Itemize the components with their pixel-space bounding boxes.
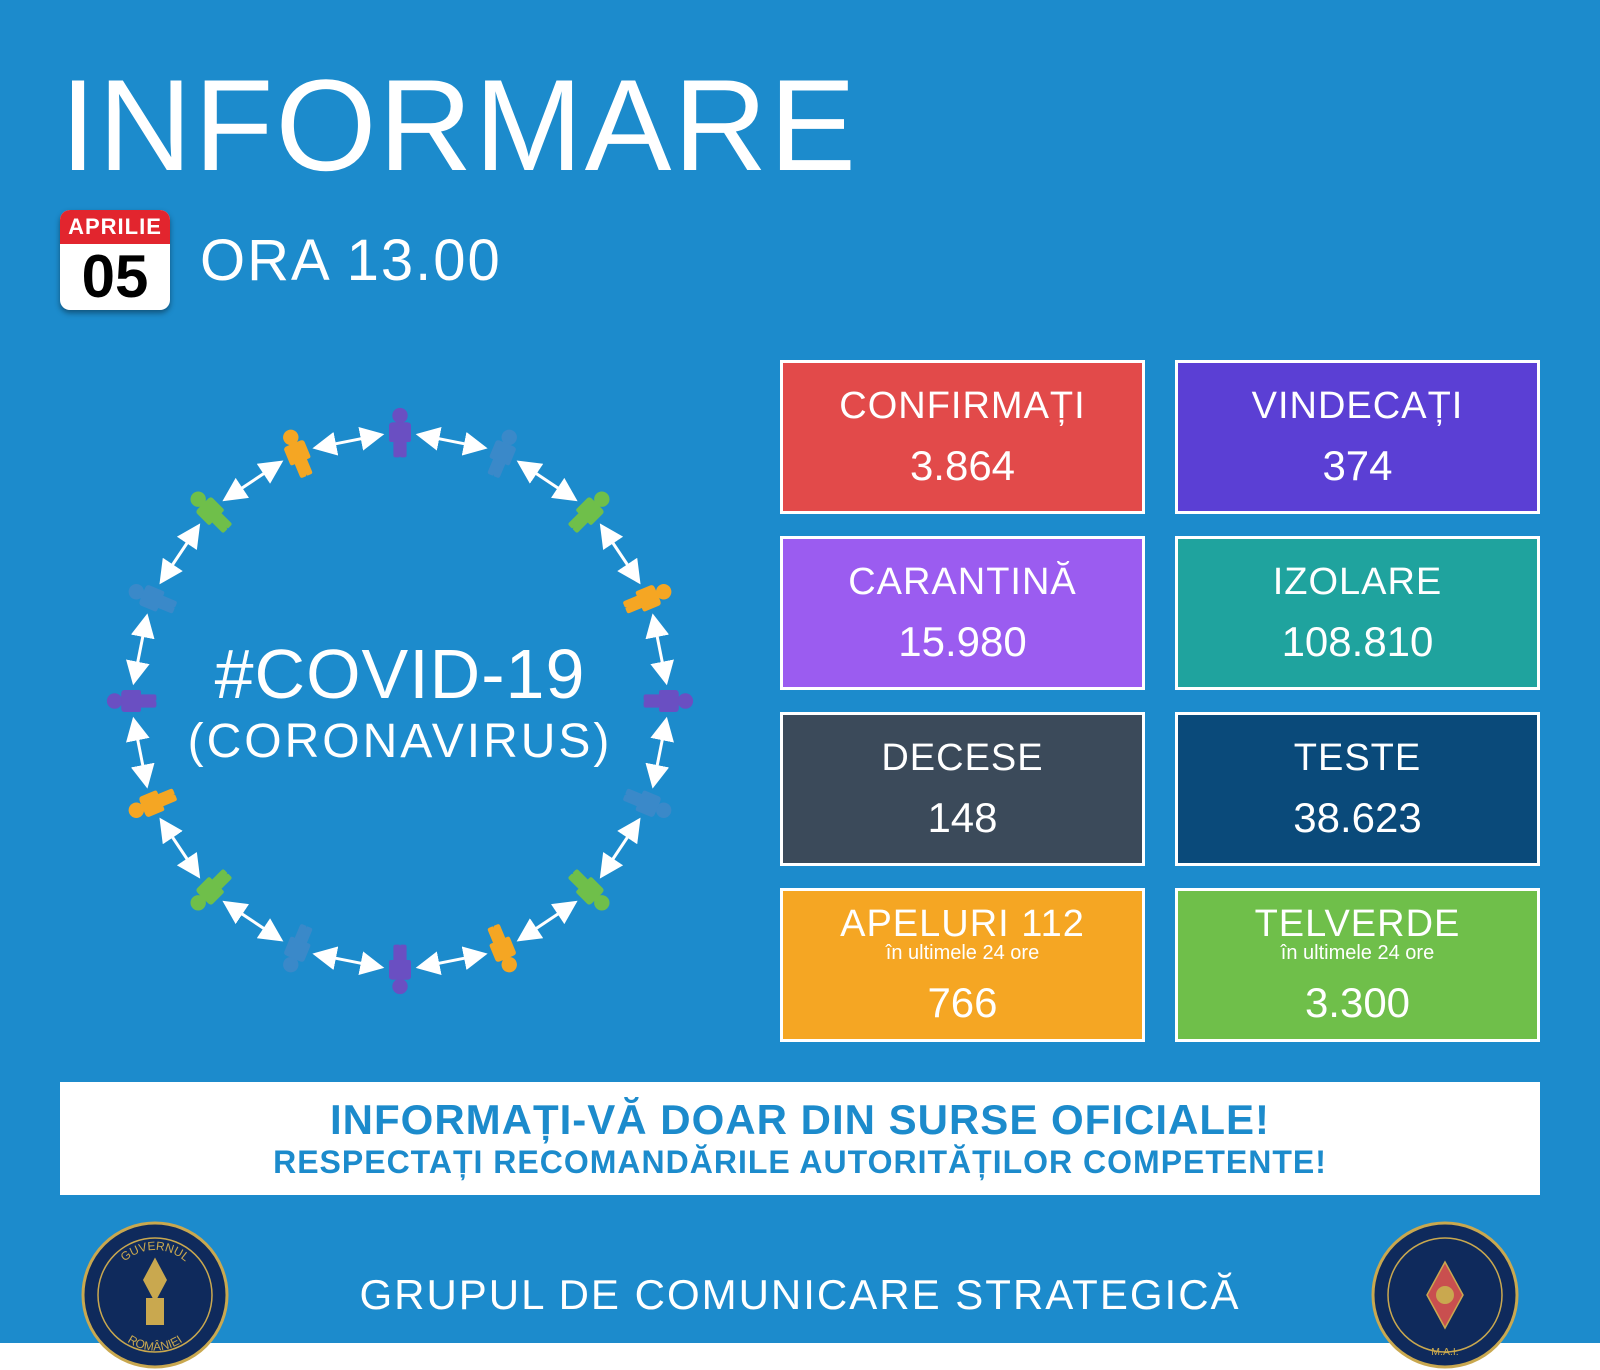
stat-label: CONFIRMAȚI: [839, 385, 1085, 428]
person-icon: [278, 922, 317, 976]
main-title: INFORMARE: [60, 50, 1540, 200]
person-icon: [389, 408, 411, 458]
stats-grid: CONFIRMAȚI 3.864 VINDECAȚI 374 CARANTINĂ 15.9…: [780, 360, 1540, 1042]
hashtag: #COVID-19: [188, 634, 613, 714]
calendar-day: 05: [60, 244, 170, 310]
footer-text: GRUPUL DE COMUNICARE STRATEGICĂ: [359, 1271, 1240, 1319]
person-icon: [483, 922, 522, 976]
stat-value: 3.300: [1305, 979, 1410, 1027]
stat-label: VINDECAȚI: [1252, 385, 1464, 428]
stat-label: APELURI 112: [840, 903, 1085, 946]
person-icon: [125, 579, 179, 618]
stat-label: IZOLARE: [1273, 561, 1443, 604]
stat-label: CARANTINĂ: [848, 561, 1077, 604]
stat-card: TESTE 38.623: [1175, 712, 1540, 866]
main-content: #COVID-19 (CORONAVIRUS) CONFIRMAȚI 3.864 V…: [60, 360, 1540, 1042]
stat-sublabel: în ultimele 24 ore: [886, 942, 1039, 965]
stat-card: APELURI 112în ultimele 24 ore 766: [780, 888, 1145, 1042]
calendar-icon: APRILIE 05: [60, 210, 170, 310]
stat-card: TELVERDEîn ultimele 24 ore 3.300: [1175, 888, 1540, 1042]
person-icon: [185, 865, 236, 916]
banner-line1: INFORMAȚI-VĂ DOAR DIN SURSE OFICIALE!: [80, 1096, 1520, 1144]
stat-value: 3.864: [910, 442, 1015, 490]
stat-value: 38.623: [1293, 794, 1421, 842]
page: INFORMARE APRILIE 05 ORA 13.00 #COVID-19…: [0, 0, 1600, 1343]
stat-card: IZOLARE 108.810: [1175, 536, 1540, 690]
svg-text:M.A.I.: M.A.I.: [1431, 1346, 1458, 1358]
stat-card: VINDECAȚI 374: [1175, 360, 1540, 514]
person-icon: [621, 784, 675, 823]
stat-value: 374: [1322, 442, 1392, 490]
person-icon: [483, 426, 522, 480]
person-icon: [125, 784, 179, 823]
person-icon: [621, 579, 675, 618]
gov-seal-left: GUVERNUL ROMÂNIEI: [80, 1220, 230, 1370]
stat-value: 15.980: [898, 618, 1026, 666]
circle-diagram: #COVID-19 (CORONAVIRUS): [60, 360, 740, 1042]
stat-card: DECESE 148: [780, 712, 1145, 866]
stat-card: CARANTINĂ 15.980: [780, 536, 1145, 690]
stat-label: TELVERDE: [1255, 903, 1461, 946]
gov-seal-right: M.A.I.: [1370, 1220, 1520, 1370]
info-banner: INFORMAȚI-VĂ DOAR DIN SURSE OFICIALE! RE…: [60, 1082, 1540, 1195]
date-row: APRILIE 05 ORA 13.00: [60, 210, 1540, 310]
footer: GUVERNUL ROMÂNIEI GRUPUL DE COMUNICARE S…: [60, 1220, 1540, 1370]
circle-text: #COVID-19 (CORONAVIRUS): [188, 634, 613, 769]
person-icon: [564, 865, 615, 916]
stat-value: 766: [927, 979, 997, 1027]
stat-value: 148: [927, 794, 997, 842]
person-icon: [644, 690, 694, 712]
stat-sublabel: în ultimele 24 ore: [1281, 942, 1434, 965]
person-icon: [107, 690, 156, 712]
stat-label: TESTE: [1294, 737, 1421, 780]
stat-card: CONFIRMAȚI 3.864: [780, 360, 1145, 514]
time-label: ORA 13.00: [200, 227, 502, 294]
person-icon: [564, 486, 615, 537]
person-icon: [185, 486, 236, 537]
stat-value: 108.810: [1282, 618, 1434, 666]
stat-label: DECESE: [881, 737, 1043, 780]
person-icon: [389, 945, 411, 995]
calendar-month: APRILIE: [60, 210, 170, 244]
person-icon: [278, 426, 317, 480]
banner-line2: RESPECTAȚI RECOMANDĂRILE AUTORITĂȚILOR C…: [80, 1144, 1520, 1181]
subtitle: (CORONAVIRUS): [188, 714, 613, 769]
